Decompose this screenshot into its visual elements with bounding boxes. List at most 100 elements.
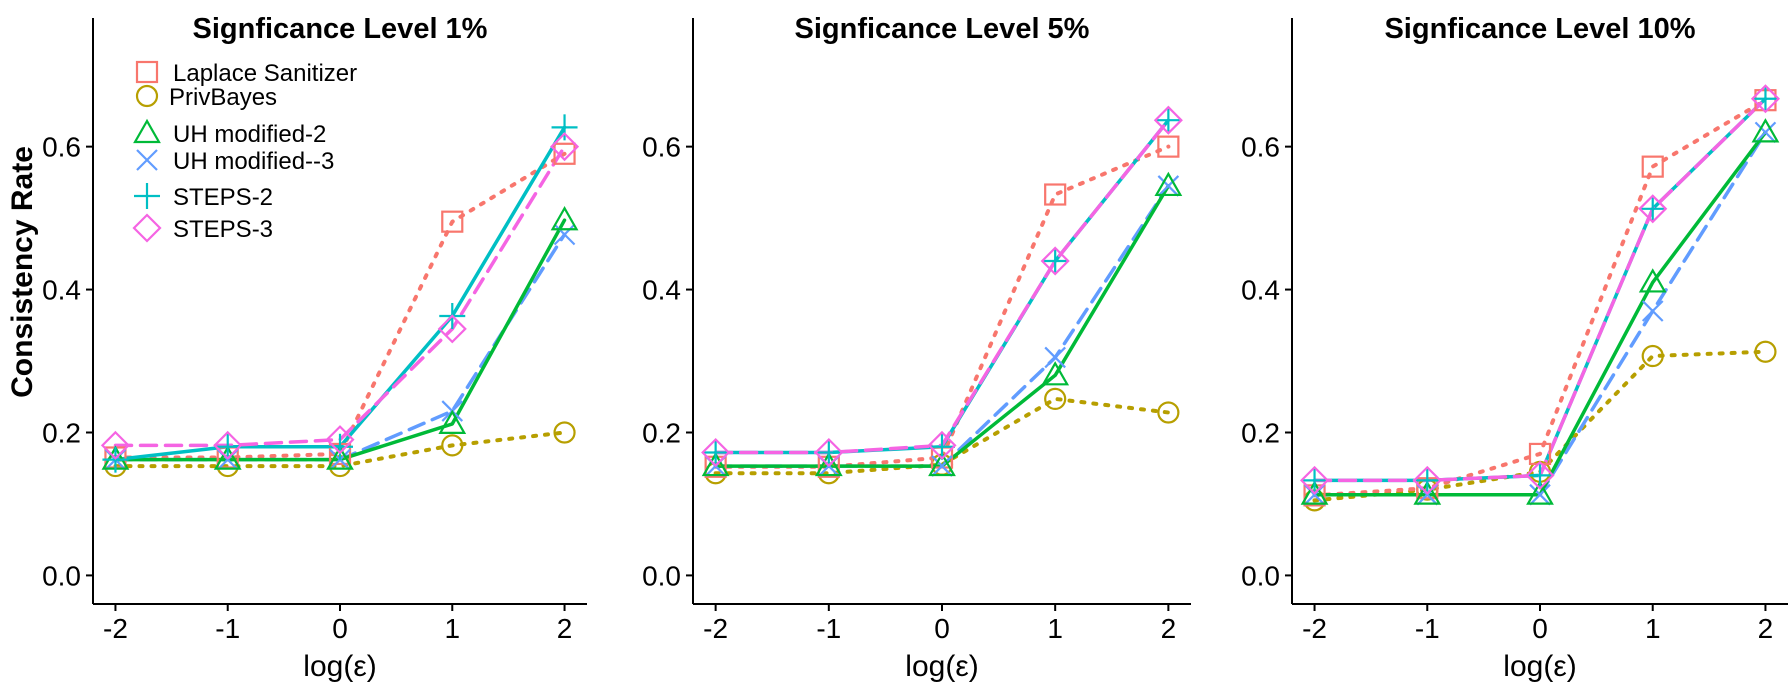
series-line-uh-modified-2 (713, 184, 1171, 468)
legend-marker (133, 118, 161, 144)
data-point-steps-2 (1639, 195, 1666, 222)
x-axis-title: log(ε) (1503, 650, 1576, 683)
data-point-steps-3 (1750, 84, 1781, 114)
series-line-uh-modified-3 (713, 184, 1171, 468)
legend-marker (136, 149, 158, 171)
data-point-uh-modified-2 (1300, 480, 1329, 505)
series-line-steps-2 (113, 125, 567, 462)
legend-marker (135, 60, 159, 84)
data-point-steps-2 (702, 439, 729, 466)
x-tick-label: 1 (1645, 613, 1661, 644)
legend-label: STEPS-2 (173, 184, 273, 211)
data-point-steps-3 (1525, 460, 1555, 490)
data-point-privbayes (553, 421, 576, 444)
x-tick-label: -1 (816, 613, 841, 644)
data-point-uh-modified-2 (1751, 118, 1780, 143)
panel-3: Signficance Level 10% 0.0 0.2 0.4 0.6 -2 -1 0 1 2… (1241, 13, 1788, 683)
data-point-uh-modified-2 (1638, 268, 1667, 293)
data-point-steps-3 (701, 437, 731, 468)
x-tick-label: 2 (557, 613, 573, 644)
legend-label: UH modified--3 (173, 148, 334, 175)
y-tick-label: 0.4 (1241, 275, 1280, 306)
x-axis-title: log(ε) (905, 650, 978, 683)
y-tick-label: 0.2 (42, 417, 81, 448)
legend-label: PrivBayes (169, 84, 277, 111)
data-point-steps-2 (214, 433, 241, 460)
series-line-privbayes (113, 430, 567, 469)
legend-marker (132, 213, 162, 243)
data-point-laplace-sanitizer (553, 142, 576, 165)
legend-entry: Laplace Sanitizer (135, 60, 357, 87)
y-tick-label: 0.6 (1241, 132, 1280, 163)
y-tick-label: 0.2 (1241, 417, 1280, 448)
data-point-steps-2 (551, 114, 578, 141)
panel-title: Signficance Level 1% (193, 13, 488, 45)
x-tick-label: -2 (1302, 613, 1327, 644)
data-point-steps-3 (325, 425, 355, 455)
data-point-steps-2 (1527, 462, 1553, 489)
data-point-uh-modified-3 (1157, 175, 1180, 197)
data-point-uh-modified-3 (1754, 121, 1777, 144)
y-tick-label: 0.6 (642, 132, 681, 163)
panels: Signficance Level 1% 0.0 0.2 0.4 0.6 -2 -1 0 1 2 l… (42, 13, 1788, 683)
data-point-uh-modified-2 (550, 206, 579, 231)
x-tick-label: 2 (1758, 613, 1774, 644)
series-line-uh-modified-2 (113, 218, 567, 462)
legend-entry: UH modified--3 (136, 148, 334, 175)
series-line-steps-2 (713, 118, 1171, 455)
panel-2: Signficance Level 5% 0.0 0.2 0.4 0.6 -2 -1 0 1 2 l… (642, 13, 1191, 683)
data-point-steps-3 (549, 132, 580, 162)
panel-1: Signficance Level 1% 0.0 0.2 0.4 0.6 -2 -1 0 1 2 l… (42, 13, 587, 683)
data-point-uh-modified-3 (931, 455, 953, 477)
data-point-steps-3 (213, 430, 243, 460)
data-point-steps-3 (814, 437, 844, 468)
x-axis-title: log(ε) (303, 650, 376, 683)
data-point-laplace-sanitizer (441, 210, 464, 233)
data-point-privbayes (441, 434, 464, 457)
data-point-uh-modified-3 (1044, 346, 1066, 369)
y-tick-label: 0.4 (642, 275, 681, 306)
data-point-steps-3 (100, 430, 131, 460)
data-point-steps-3 (927, 430, 957, 460)
series-line-steps-3 (713, 118, 1171, 455)
data-point-privbayes (1044, 387, 1067, 410)
data-point-uh-modified-2 (701, 451, 730, 477)
x-tick-label: -2 (703, 613, 728, 644)
data-point-steps-2 (1042, 247, 1069, 274)
y-tick-label: 0.2 (642, 417, 681, 448)
x-tick-label: 0 (1532, 613, 1548, 644)
data-point-steps-2 (1752, 85, 1779, 112)
data-point-uh-modified-2 (1041, 361, 1070, 386)
data-point-steps-2 (1414, 467, 1441, 494)
data-point-uh-modified-3 (1529, 483, 1551, 506)
y-axis-title: Consistency Rate (6, 146, 39, 398)
series-line-steps-3 (1312, 97, 1768, 483)
data-point-uh-modified-2 (326, 445, 354, 470)
data-point-laplace-sanitizer (1157, 135, 1180, 158)
data-point-steps-2 (327, 433, 353, 460)
data-point-steps-3 (1412, 465, 1442, 495)
data-point-privbayes (1157, 401, 1180, 424)
data-point-steps-2 (1301, 467, 1328, 494)
data-point-uh-modified-2 (1154, 171, 1183, 197)
data-point-uh-modified-2 (814, 451, 843, 477)
series-line-steps-2 (1312, 97, 1768, 483)
x-tick-label: 0 (332, 613, 348, 644)
x-tick-label: -1 (215, 613, 240, 644)
y-tick-label: 0.0 (42, 560, 81, 591)
x-tick-label: 1 (1047, 613, 1063, 644)
data-point-steps-3 (437, 314, 467, 344)
data-point-laplace-sanitizer (1641, 155, 1664, 178)
data-point-uh-modified-2 (213, 445, 242, 470)
legend-label: UH modified-2 (173, 121, 326, 148)
series-line-laplace-sanitizer (113, 151, 567, 460)
x-tick-label: 2 (1161, 613, 1177, 644)
data-point-uh-modified-2 (1413, 480, 1442, 505)
data-point-steps-2 (1155, 107, 1182, 134)
y-tick-label: 0.0 (642, 560, 681, 591)
data-point-uh-modified-2 (1526, 480, 1554, 505)
series-line-laplace-sanitizer (713, 144, 1171, 469)
x-tick-label: -2 (103, 613, 128, 644)
